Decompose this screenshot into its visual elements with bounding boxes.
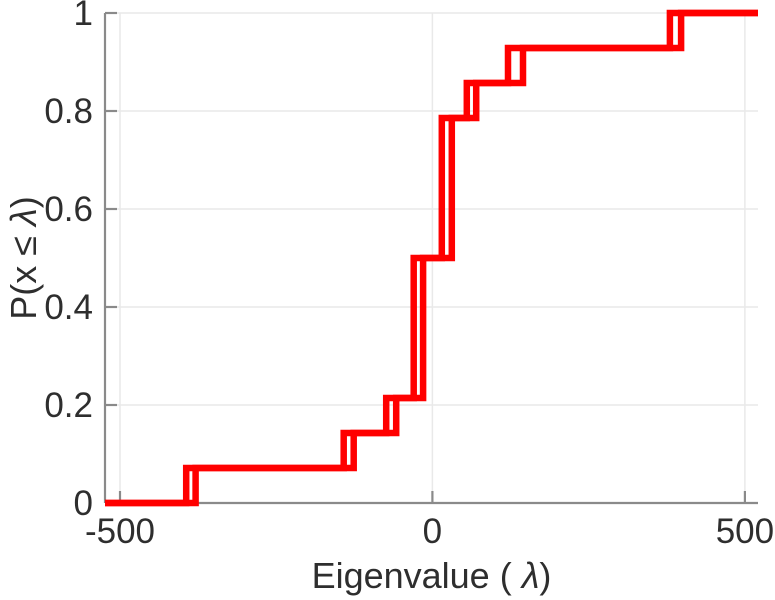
y-axis-label: P(x ≤ λ) bbox=[3, 196, 44, 320]
y-tick-label: 0.8 bbox=[44, 92, 93, 131]
lambda-symbol: λ bbox=[521, 555, 540, 596]
ecdf-curve-2 bbox=[105, 9, 758, 507]
x-axis-label-paren: ) bbox=[539, 555, 552, 596]
x-tick-label: -500 bbox=[85, 512, 155, 551]
x-tick-label: 0 bbox=[423, 512, 442, 551]
y-axis-label-text: P(x ≤ bbox=[3, 225, 44, 320]
lambda-symbol: λ bbox=[3, 208, 44, 226]
y-tick-label: 0.6 bbox=[44, 190, 93, 229]
y-tick-label: 1 bbox=[74, 0, 93, 33]
y-tick-label: 0 bbox=[74, 484, 93, 523]
x-axis-label-text: Eigenvalue ( bbox=[311, 555, 522, 596]
y-axis-label-paren: ) bbox=[3, 196, 44, 209]
x-axis-label: Eigenvalue ( λ) bbox=[105, 558, 758, 594]
y-tick-label: 0.2 bbox=[44, 386, 93, 425]
y-tick-label: 0.4 bbox=[44, 288, 93, 327]
x-tick-label: 500 bbox=[716, 512, 774, 551]
